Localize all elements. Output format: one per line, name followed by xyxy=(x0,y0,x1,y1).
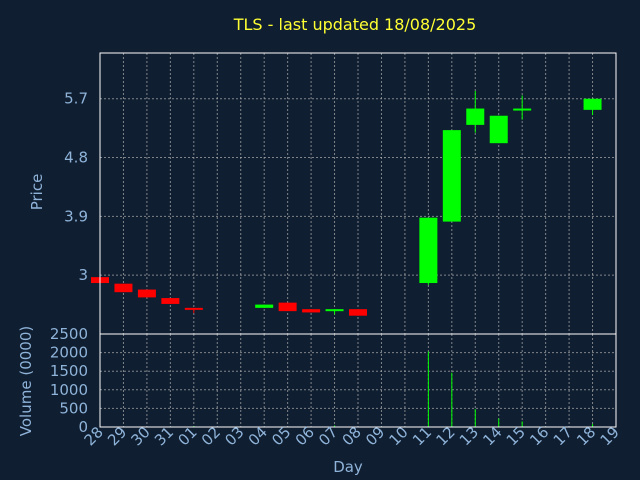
candle-body xyxy=(137,289,156,298)
volume-tick-label: 2000 xyxy=(50,344,88,362)
candle-body xyxy=(513,108,532,111)
candle-body xyxy=(489,115,508,144)
volume-tick-label: 0 xyxy=(78,418,88,436)
price-panel: 3 3.9 4.8 5.7 xyxy=(64,52,617,335)
volume-tick-label: 500 xyxy=(59,399,88,417)
candle-body xyxy=(114,283,133,293)
candle-body xyxy=(349,309,367,316)
candle-body xyxy=(419,217,438,284)
candle-31 xyxy=(161,298,180,304)
volume-panel-frame xyxy=(99,333,617,428)
candle-06 xyxy=(302,309,321,313)
candle-14 xyxy=(489,115,508,144)
candle-05 xyxy=(278,302,297,312)
x-axis: 2829303101020304050607080910111213141516… xyxy=(81,423,623,449)
volume-tick-label: 2500 xyxy=(50,325,88,343)
volume-tick-label: 1500 xyxy=(50,362,88,380)
candle-04 xyxy=(255,304,274,308)
x-axis-label: Day xyxy=(333,458,363,476)
volume-axis-label: Volume (0000) xyxy=(17,326,35,436)
candle-11 xyxy=(419,217,438,285)
candle-30 xyxy=(137,289,156,298)
chart-title: TLS - last updated 18/08/2025 xyxy=(233,15,477,34)
candle-body xyxy=(161,298,180,304)
price-tick-label: 4.8 xyxy=(64,149,88,167)
candle-body xyxy=(278,302,297,312)
candle-body xyxy=(442,130,461,222)
price-tick-label: 3.9 xyxy=(64,207,88,225)
candle-18 xyxy=(583,98,602,116)
candle-body xyxy=(466,108,485,125)
price-axis-label: Price xyxy=(28,174,46,211)
candle-body xyxy=(583,98,602,110)
candle-08 xyxy=(349,309,367,316)
candle-29 xyxy=(114,283,133,293)
candle-15 xyxy=(513,95,532,120)
candle-body xyxy=(255,304,274,308)
candle-body xyxy=(325,309,344,312)
volume-tick-label: 1000 xyxy=(50,381,88,399)
candle-13 xyxy=(466,90,485,133)
candle-01 xyxy=(184,307,203,314)
price-tick-label: 5.7 xyxy=(64,90,88,108)
candle-body xyxy=(184,307,203,310)
price-tick-label: 3 xyxy=(78,266,88,284)
candle-body xyxy=(302,309,321,313)
candle-07 xyxy=(325,309,344,315)
candle-12 xyxy=(442,130,461,222)
